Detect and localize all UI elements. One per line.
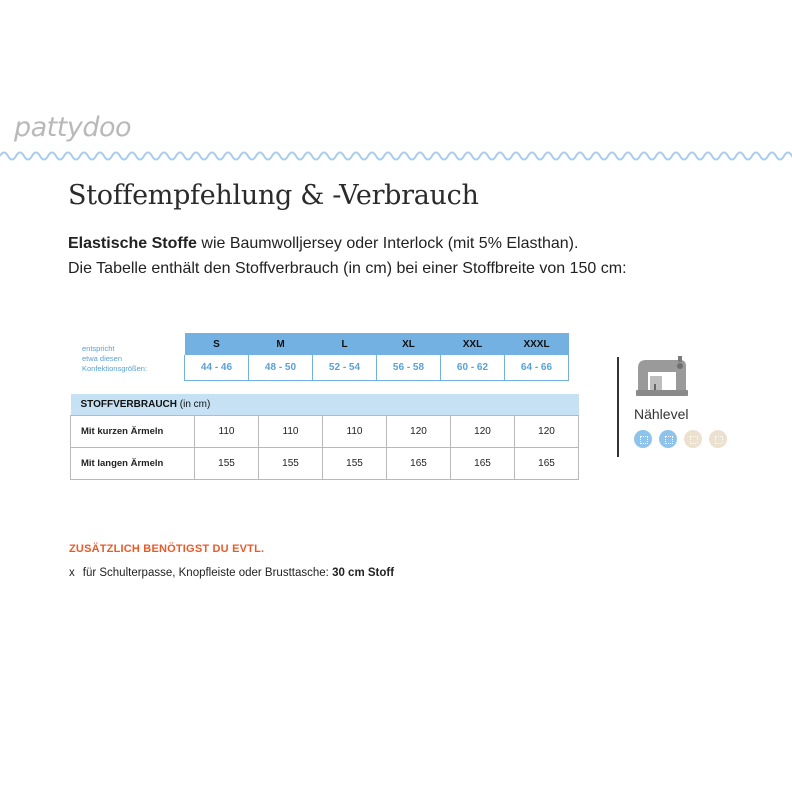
size-name: XXL bbox=[440, 333, 505, 355]
konfektion-size: 48 - 50 bbox=[248, 355, 313, 381]
konfektion-size: 60 - 62 bbox=[440, 355, 505, 381]
usage-value: 155 bbox=[322, 447, 387, 480]
usage-value: 110 bbox=[322, 415, 387, 448]
page-title: Stoffempfehlung & -Verbrauch bbox=[68, 180, 479, 211]
size-name: S bbox=[184, 333, 249, 355]
extra-amount: 30 cm Stoff bbox=[332, 567, 395, 579]
usage-value: 165 bbox=[514, 447, 579, 480]
usage-section-header: STOFFVERBRAUCH (in cm) bbox=[70, 394, 579, 416]
extra-text: für Schulterpasse, Knopfleiste oder Brus… bbox=[82, 567, 333, 579]
konfektion-label-line1: entspricht bbox=[82, 344, 115, 353]
level-dot-empty bbox=[709, 430, 727, 448]
konfektion-size: 44 - 46 bbox=[184, 355, 249, 381]
konfektion-size: 52 - 54 bbox=[312, 355, 377, 381]
konfektion-row: 44 - 46 48 - 50 52 - 54 56 - 58 60 - 62 … bbox=[184, 355, 569, 381]
usage-row-label: Mit kurzen Ärmeln bbox=[70, 415, 195, 448]
brand-logo: pattydoo bbox=[14, 112, 132, 143]
usage-row-long-sleeves: Mit langen Ärmeln 155 155 155 165 165 16… bbox=[70, 447, 579, 480]
fabric-usage-table: STOFFVERBRAUCH (in cm) Mit kurzen Ärmeln… bbox=[70, 394, 579, 480]
usage-row-short-sleeves: Mit kurzen Ärmeln 110 110 110 120 120 12… bbox=[70, 415, 579, 448]
usage-value: 120 bbox=[386, 415, 451, 448]
intro-rest: wie Baumwolljersey oder Interlock (mit 5… bbox=[196, 235, 579, 252]
size-name: M bbox=[248, 333, 313, 355]
intro-bold: Elastische Stoffe bbox=[68, 235, 197, 252]
usage-value: 155 bbox=[194, 447, 259, 480]
extra-heading: ZUSÄTZLICH BENÖTIGST DU EVTL. bbox=[69, 543, 265, 555]
konfektion-size: 64 - 66 bbox=[504, 355, 569, 381]
usage-value: 120 bbox=[514, 415, 579, 448]
level-divider bbox=[617, 357, 619, 457]
konfektion-label-line2: etwa diesen bbox=[82, 354, 123, 363]
intro-text: Elastische Stoffe wie Baumwolljersey ode… bbox=[68, 231, 627, 281]
size-name-row: S M L XL XXL XXXL bbox=[184, 333, 569, 355]
konfektion-label: entspricht etwa diesen Konfektionsgrößen… bbox=[82, 344, 182, 374]
level-dot-empty bbox=[684, 430, 702, 448]
size-table: S M L XL XXL XXXL 44 - 46 48 - 50 52 - 5… bbox=[184, 333, 569, 381]
usage-section-bold: STOFFVERBRAUCH bbox=[80, 399, 177, 410]
level-dot-filled bbox=[634, 430, 652, 448]
usage-section-title: STOFFVERBRAUCH (in cm) bbox=[70, 394, 579, 416]
konfektion-label-line3: Konfektionsgrößen: bbox=[82, 364, 148, 373]
extra-item: x für Schulterpasse, Knopfleiste oder Bru… bbox=[69, 567, 394, 579]
konfektion-size: 56 - 58 bbox=[376, 355, 441, 381]
level-label: Nählevel bbox=[634, 406, 689, 422]
usage-value: 165 bbox=[450, 447, 515, 480]
level-indicator bbox=[634, 430, 727, 448]
usage-value: 165 bbox=[386, 447, 451, 480]
usage-value: 120 bbox=[450, 415, 515, 448]
usage-section-unit: (in cm) bbox=[176, 399, 211, 410]
usage-row-label: Mit langen Ärmeln bbox=[70, 447, 195, 480]
usage-value: 110 bbox=[194, 415, 259, 448]
wave-divider bbox=[0, 151, 792, 161]
usage-value: 155 bbox=[258, 447, 323, 480]
level-dot-filled bbox=[659, 430, 677, 448]
size-name: XL bbox=[376, 333, 441, 355]
sewing-machine-icon bbox=[636, 356, 688, 396]
usage-value: 110 bbox=[258, 415, 323, 448]
extra-marker: x bbox=[69, 567, 75, 579]
size-name: XXXL bbox=[504, 333, 569, 355]
size-name: L bbox=[312, 333, 377, 355]
intro-line2: Die Tabelle enthält den Stoffverbrauch (… bbox=[68, 260, 627, 277]
